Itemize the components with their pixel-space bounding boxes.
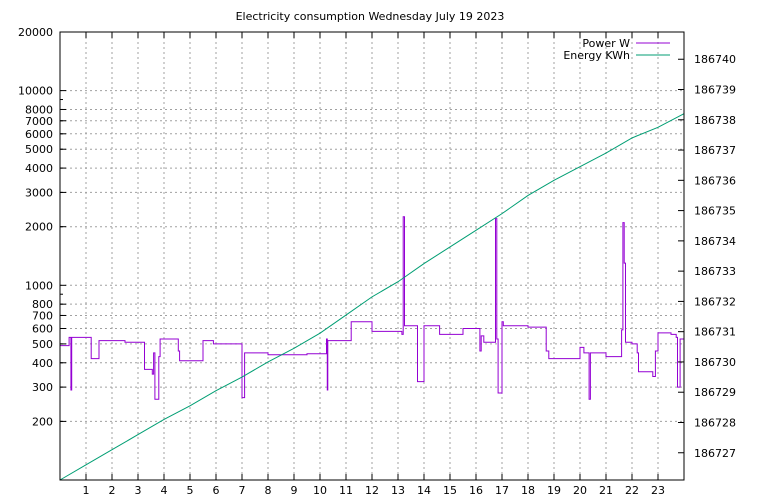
y-tick-label: 6000 (25, 128, 53, 141)
y2-tick-label: 186736 (694, 174, 736, 187)
y-tick-label: 8000 (25, 103, 53, 116)
x-tick-label: 16 (469, 484, 483, 497)
y2-tick-label: 186733 (694, 265, 736, 278)
x-tick-label: 19 (547, 484, 561, 497)
axes: 1 2 3 4 5 6 7 8 9 10 11 12 13 14 15 16 17 18 19 20 21 22 23200… (18, 26, 736, 497)
y-tick-label: 700 (32, 309, 53, 322)
y2-tick-label: 186728 (694, 416, 736, 429)
y-tick-label: 7000 (25, 115, 53, 128)
x-tick-label: 7 (239, 484, 246, 497)
y2-tick-label: 186740 (694, 53, 736, 66)
x-tick-label: 20 (573, 484, 587, 497)
y2-tick-label: 186732 (694, 295, 736, 308)
y-tick-label: 1000 (25, 279, 53, 292)
x-tick-label: 11 (339, 484, 353, 497)
x-tick-label: 15 (443, 484, 457, 497)
series-line-power-w (60, 216, 684, 400)
x-tick-label: 1 (83, 484, 90, 497)
y-tick-label: 400 (32, 357, 53, 370)
legend-label-power-w: Power W (582, 37, 630, 50)
x-tick-label: 21 (599, 484, 613, 497)
chart-title: Electricity consumption Wednesday July 1… (236, 10, 505, 23)
x-tick-label: 14 (417, 484, 431, 497)
y-tick-label: 500 (32, 338, 53, 351)
y2-tick-label: 186729 (694, 386, 736, 399)
x-tick-label: 3 (135, 484, 142, 497)
y2-tick-label: 186730 (694, 356, 736, 369)
x-tick-label: 5 (187, 484, 194, 497)
y2-tick-label: 186734 (694, 235, 736, 248)
grid-lines (60, 31, 684, 480)
x-tick-label: 22 (625, 484, 639, 497)
y2-tick-label: 186727 (694, 447, 736, 460)
x-tick-label: 23 (651, 484, 665, 497)
y-tick-label: 800 (32, 298, 53, 311)
y-tick-label: 2000 (25, 221, 53, 234)
x-tick-label: 9 (291, 484, 298, 497)
y2-tick-label: 186735 (694, 205, 736, 218)
legend-label-energy-kwh: Energy KWh (563, 49, 630, 62)
y-tick-label: 10000 (18, 85, 53, 98)
y2-tick-label: 186739 (694, 84, 736, 97)
x-tick-label: 12 (365, 484, 379, 497)
y-tick-label: 4000 (25, 162, 53, 175)
y2-tick-label: 186737 (694, 144, 736, 157)
x-tick-label: 2 (109, 484, 116, 497)
series-line-energy-kwh (59, 113, 685, 481)
x-tick-label: 10 (313, 484, 327, 497)
x-tick-label: 6 (213, 484, 220, 497)
x-tick-label: 17 (495, 484, 509, 497)
y2-tick-label: 186731 (694, 326, 736, 339)
x-tick-label: 18 (521, 484, 535, 497)
series-layer (59, 113, 685, 481)
y-tick-label: 5000 (25, 143, 53, 156)
y-tick-label: 20000 (18, 26, 53, 39)
y-tick-label: 200 (32, 415, 53, 428)
x-tick-label: 13 (391, 484, 405, 497)
x-tick-label: 8 (265, 484, 272, 497)
y2-tick-label: 186738 (694, 114, 736, 127)
y-tick-label: 3000 (25, 186, 53, 199)
x-tick-label: 4 (161, 484, 168, 497)
y-tick-label: 600 (32, 322, 53, 335)
y-tick-label: 300 (32, 381, 53, 394)
